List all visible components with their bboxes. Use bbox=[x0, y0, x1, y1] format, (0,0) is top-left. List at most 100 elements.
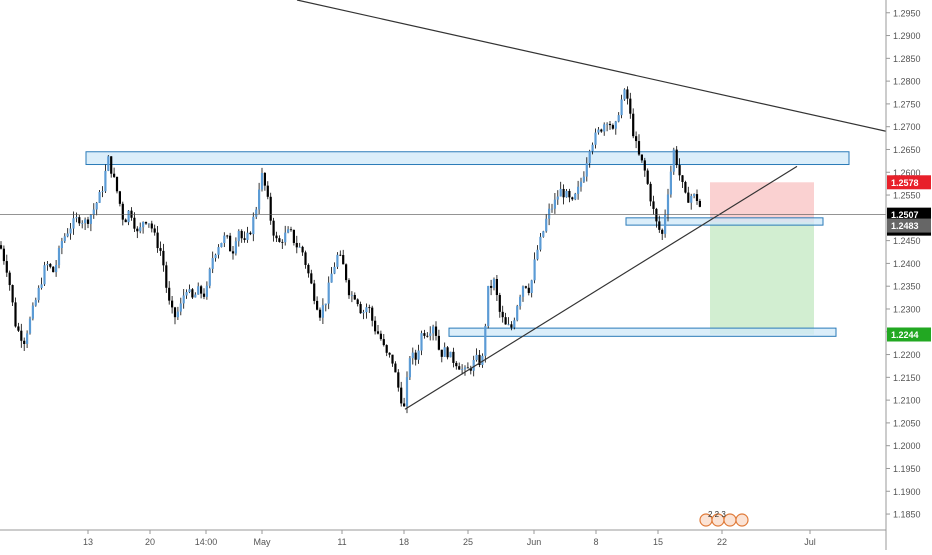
ascending-trendline[interactable] bbox=[404, 165, 798, 410]
candle-body bbox=[446, 347, 449, 358]
candle bbox=[669, 165, 672, 198]
candle-body bbox=[110, 156, 113, 174]
candle bbox=[197, 282, 200, 295]
candle bbox=[260, 167, 264, 192]
resistance-zone[interactable] bbox=[85, 151, 850, 166]
support-target-zone[interactable] bbox=[448, 327, 837, 337]
candle bbox=[34, 297, 37, 307]
candle-body bbox=[14, 302, 17, 327]
x-tick-label: 25 bbox=[463, 537, 473, 547]
x-tick-label: 20 bbox=[145, 537, 155, 547]
candle-body bbox=[623, 89, 626, 100]
candle-body bbox=[501, 311, 504, 318]
candle-body bbox=[278, 238, 281, 242]
candle-body bbox=[400, 387, 403, 404]
candle bbox=[234, 237, 237, 256]
candle bbox=[57, 245, 61, 269]
candle-body bbox=[458, 366, 461, 370]
candle-body bbox=[139, 227, 142, 232]
event-circle[interactable] bbox=[723, 513, 737, 527]
candle bbox=[423, 329, 426, 339]
descending-trendline[interactable] bbox=[296, 0, 887, 132]
candle-body bbox=[368, 307, 371, 309]
candle bbox=[577, 180, 580, 200]
candle bbox=[545, 213, 548, 233]
candle bbox=[652, 195, 655, 215]
candle-body bbox=[330, 273, 333, 283]
current-price-label: 1.2507 bbox=[891, 210, 919, 220]
candle-body bbox=[176, 311, 179, 318]
candle bbox=[600, 128, 603, 133]
candle bbox=[63, 233, 66, 243]
candle bbox=[490, 279, 493, 296]
candle-body bbox=[487, 285, 490, 327]
candle bbox=[382, 334, 385, 347]
candle bbox=[695, 189, 699, 205]
candle-body bbox=[52, 266, 55, 273]
candle bbox=[347, 278, 351, 299]
candle bbox=[417, 344, 420, 364]
take-profit-area[interactable] bbox=[710, 222, 814, 335]
candle-body bbox=[684, 181, 687, 193]
candle-body bbox=[533, 259, 536, 281]
y-tick-label: 1.2950 bbox=[893, 8, 921, 18]
candle-body bbox=[397, 372, 400, 388]
events-marker-icon[interactable]: 2 2 3 bbox=[699, 510, 749, 527]
candle bbox=[420, 330, 423, 356]
stop-loss-area[interactable] bbox=[710, 182, 814, 223]
candle-body bbox=[223, 235, 226, 244]
candle-body bbox=[536, 249, 539, 260]
candle-body bbox=[527, 287, 530, 293]
candle bbox=[452, 347, 455, 368]
candle bbox=[191, 288, 194, 299]
candle bbox=[582, 171, 585, 183]
candle-body bbox=[49, 263, 52, 267]
candle-body bbox=[455, 362, 458, 367]
candle bbox=[556, 190, 559, 205]
candle-body bbox=[498, 295, 501, 312]
candle bbox=[350, 291, 353, 303]
candle-body bbox=[318, 309, 322, 318]
candle-body bbox=[211, 258, 214, 269]
events-marker-label: 2 2 3 bbox=[708, 510, 726, 519]
candle-body bbox=[107, 156, 110, 171]
candle bbox=[461, 364, 464, 375]
candle-body bbox=[530, 280, 533, 293]
candle bbox=[414, 349, 417, 366]
candle bbox=[69, 222, 72, 240]
candle-body bbox=[693, 194, 696, 196]
candle-body bbox=[272, 220, 275, 236]
candle-body bbox=[8, 272, 11, 286]
candle-body bbox=[577, 186, 580, 194]
candle bbox=[519, 294, 522, 310]
candle-body bbox=[556, 196, 559, 200]
candle bbox=[98, 190, 101, 204]
candle-body bbox=[449, 351, 452, 358]
candle-body bbox=[371, 307, 374, 321]
event-circle[interactable] bbox=[735, 513, 749, 527]
candle-body bbox=[672, 149, 675, 172]
candle-body bbox=[127, 210, 130, 223]
entry-zone[interactable] bbox=[625, 217, 824, 226]
candle-body bbox=[333, 266, 336, 274]
candle bbox=[307, 263, 310, 278]
candle bbox=[162, 243, 165, 272]
candle-body bbox=[69, 228, 72, 234]
candle-body bbox=[681, 175, 684, 182]
candle bbox=[205, 281, 208, 300]
candle bbox=[678, 158, 681, 181]
x-tick-label: 14:00 bbox=[195, 537, 218, 547]
candle-body bbox=[585, 163, 588, 177]
candle-body bbox=[46, 263, 49, 266]
candle bbox=[568, 188, 571, 203]
candle-body bbox=[43, 265, 46, 285]
candle bbox=[139, 222, 142, 234]
candle bbox=[144, 221, 148, 225]
y-tick-label: 1.2000 bbox=[893, 441, 921, 451]
candle bbox=[359, 301, 362, 314]
candle bbox=[249, 231, 252, 236]
candle-body bbox=[606, 123, 609, 125]
candle-body bbox=[118, 191, 121, 204]
